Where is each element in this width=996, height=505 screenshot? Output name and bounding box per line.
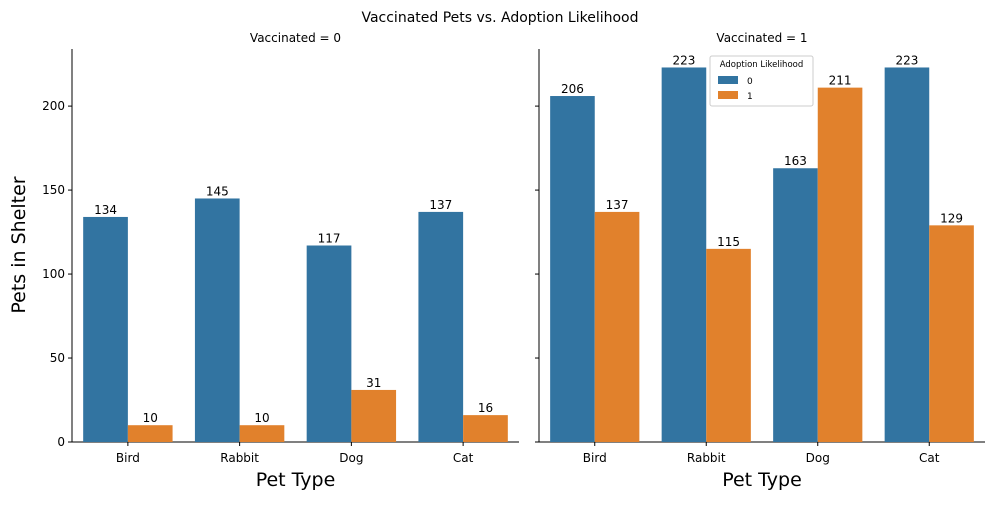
data-label-p1-bird-s1: 137 bbox=[606, 198, 629, 212]
legend-swatch-1 bbox=[718, 91, 738, 99]
x-tick-label-1-rabbit: Rabbit bbox=[687, 451, 726, 465]
x-tick-label-1-bird: Bird bbox=[583, 451, 607, 465]
data-label-p0-cat-s1: 16 bbox=[478, 401, 493, 415]
bar-p1-bird-s0 bbox=[550, 96, 595, 443]
y-axis-label: Pets in Shelter bbox=[8, 176, 30, 313]
bar-p0-cat-s0 bbox=[418, 211, 464, 442]
bar-p1-rabbit-s0 bbox=[661, 67, 707, 442]
data-label-p0-dog-s1: 31 bbox=[366, 376, 381, 390]
bar-p0-rabbit-s1 bbox=[239, 425, 285, 442]
bar-p0-cat-s1 bbox=[463, 415, 508, 442]
legend-label-1: 1 bbox=[747, 92, 753, 102]
legend-title: Adoption Likelihood bbox=[720, 60, 804, 70]
data-label-p0-rabbit-s1: 10 bbox=[254, 411, 269, 425]
y-tick-label-0: 0 bbox=[57, 435, 65, 449]
x-tick-label-1-dog: Dog bbox=[806, 451, 830, 465]
data-label-p1-rabbit-s0: 223 bbox=[672, 53, 695, 67]
bar-p1-bird-s1 bbox=[594, 211, 640, 442]
data-label-p0-bird-s0: 134 bbox=[94, 203, 117, 217]
data-label-p1-cat-s1: 129 bbox=[940, 211, 963, 225]
plot-layer: Vaccinated = 005010015020013410Bird14510… bbox=[42, 31, 985, 465]
bar-p1-rabbit-s1 bbox=[706, 248, 751, 442]
data-label-p1-rabbit-s1: 115 bbox=[717, 235, 740, 249]
bar-p1-cat-s1 bbox=[929, 225, 974, 442]
bar-p1-cat-s0 bbox=[884, 67, 930, 442]
x-tick-label-1-cat: Cat bbox=[919, 451, 940, 465]
bar-p0-bird-s0 bbox=[83, 216, 128, 442]
data-label-p0-dog-s0: 117 bbox=[318, 232, 341, 246]
bar-p1-dog-s0 bbox=[773, 168, 818, 442]
data-label-p1-dog-s0: 163 bbox=[784, 154, 807, 168]
data-label-p1-cat-s0: 223 bbox=[895, 53, 918, 67]
chart-title: Vaccinated Pets vs. Adoption Likelihood bbox=[361, 10, 638, 26]
bar-p1-dog-s1 bbox=[817, 87, 863, 442]
x-tick-label-0-rabbit: Rabbit bbox=[220, 451, 259, 465]
data-label-p0-bird-s1: 10 bbox=[143, 411, 158, 425]
bar-p0-bird-s1 bbox=[127, 425, 173, 442]
x-axis-label-right: Pet Type bbox=[722, 469, 802, 491]
data-label-p1-bird-s0: 206 bbox=[561, 82, 584, 96]
legend-label-0: 0 bbox=[747, 77, 753, 87]
data-label-p1-dog-s1: 211 bbox=[829, 74, 852, 88]
y-tick-label-100: 100 bbox=[42, 267, 65, 281]
bar-p0-rabbit-s0 bbox=[194, 198, 240, 442]
legend-swatch-0 bbox=[718, 76, 738, 84]
panel-title-0: Vaccinated = 0 bbox=[250, 31, 341, 45]
panel-title-1: Vaccinated = 1 bbox=[716, 31, 807, 45]
bar-p0-dog-s1 bbox=[351, 389, 397, 442]
x-tick-label-0-dog: Dog bbox=[339, 451, 363, 465]
y-tick-label-200: 200 bbox=[42, 99, 65, 113]
bar-p0-dog-s0 bbox=[306, 245, 352, 442]
data-label-p0-cat-s0: 137 bbox=[429, 198, 452, 212]
x-tick-label-0-cat: Cat bbox=[453, 451, 474, 465]
y-tick-label-150: 150 bbox=[42, 183, 65, 197]
y-tick-label-50: 50 bbox=[50, 351, 65, 365]
data-label-p0-rabbit-s0: 145 bbox=[206, 184, 229, 198]
x-axis-label-left: Pet Type bbox=[256, 469, 336, 491]
x-tick-label-0-bird: Bird bbox=[116, 451, 140, 465]
